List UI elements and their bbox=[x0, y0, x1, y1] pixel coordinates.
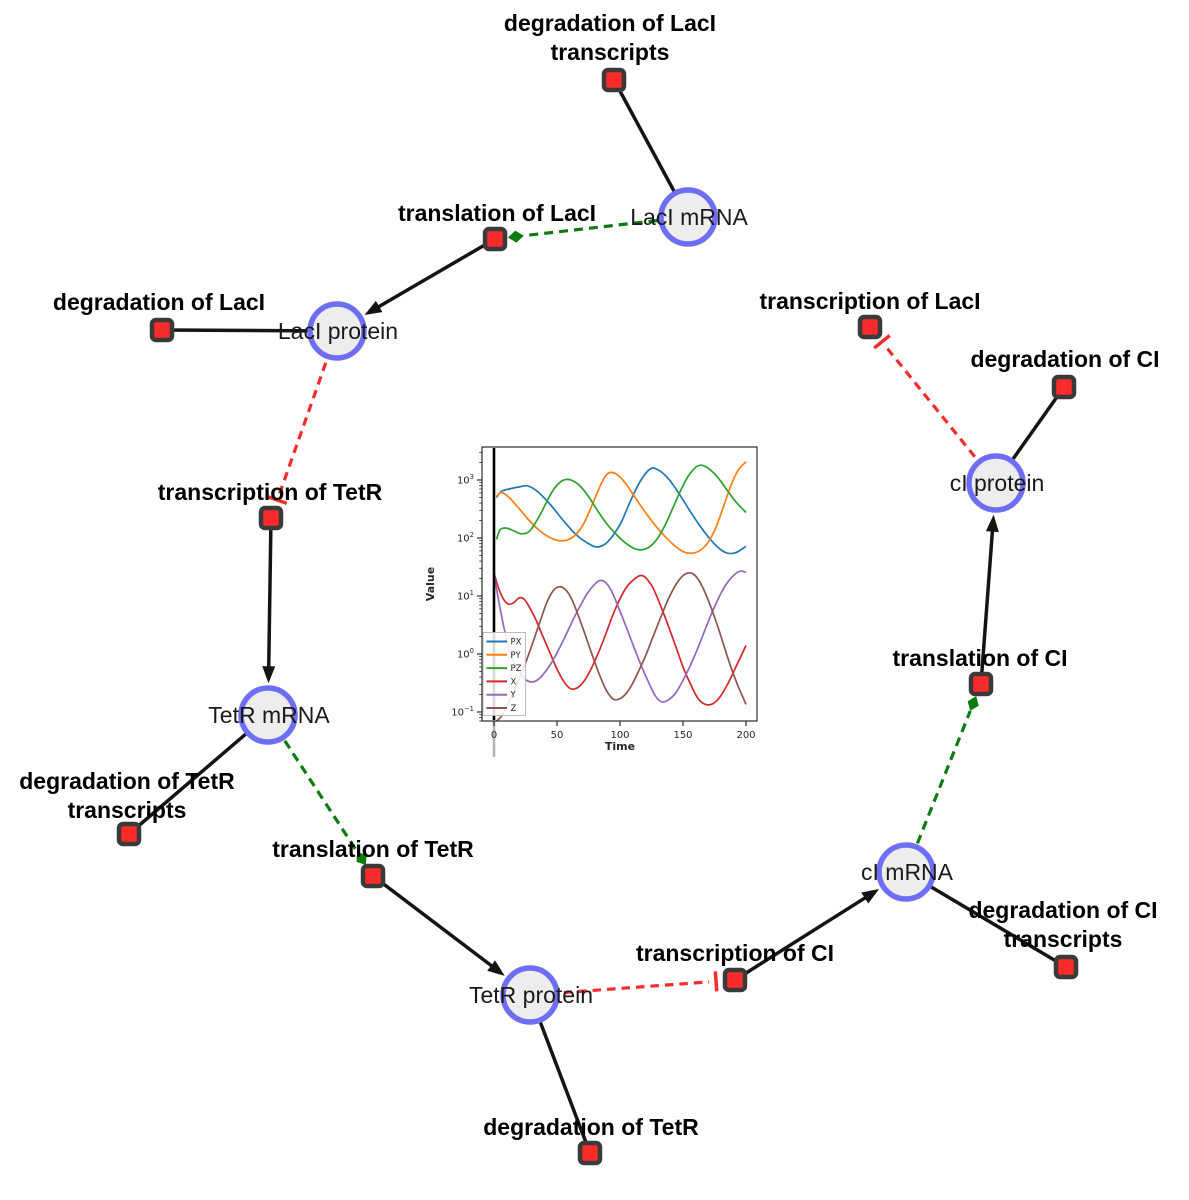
edge-translation_ci-ci_protein-production bbox=[979, 514, 999, 685]
edge-translation_tetr-tetr_protein-production bbox=[371, 874, 505, 976]
species-label-laci_mrna: LacI mRNA bbox=[630, 204, 748, 230]
y-tick-label: 10−1 bbox=[451, 705, 474, 719]
legend-label-X: X bbox=[511, 677, 517, 687]
species-label-ci_mrna: cI mRNA bbox=[861, 859, 954, 885]
arrowhead bbox=[487, 960, 505, 976]
edge-ci_protein-transcription_laci-inhibition bbox=[873, 334, 977, 458]
y-axis-label: Value bbox=[424, 567, 437, 601]
reaction-node-translation_tetr[interactable] bbox=[360, 863, 386, 889]
arrowhead bbox=[262, 666, 276, 684]
y-tick-label: 101 bbox=[457, 589, 474, 603]
edge-ci_mrna-translation_ci-modifier bbox=[915, 696, 979, 845]
reaction-label-deg_laci_transcripts: degradation of LacI bbox=[504, 10, 716, 36]
legend-label-Y: Y bbox=[510, 691, 517, 701]
edges-layer bbox=[127, 79, 1067, 1154]
arrowhead bbox=[861, 888, 880, 904]
chart-series-PX bbox=[495, 467, 747, 555]
reaction-label-transcription_ci: transcription of CI bbox=[636, 940, 834, 966]
reaction-node-transcription_ci[interactable] bbox=[722, 967, 748, 993]
reaction-label-deg_tetr: degradation of TetR bbox=[483, 1114, 699, 1140]
x-axis-label: Time bbox=[605, 740, 635, 753]
y-tick-label: 100 bbox=[457, 647, 474, 661]
labels-layer: degradation of LacI transcripts translatio… bbox=[19, 10, 1159, 1140]
reaction-label-transcription_laci: transcription of LacI bbox=[759, 288, 980, 314]
reaction-node-deg_tetr[interactable] bbox=[577, 1140, 603, 1166]
species-node-tetr_protein[interactable] bbox=[500, 965, 560, 1025]
edge-transcription_ci-ci_mrna-production bbox=[734, 888, 880, 982]
species-node-ci_protein[interactable] bbox=[966, 453, 1026, 513]
reaction-node-deg_ci_transcripts[interactable] bbox=[1053, 954, 1079, 980]
y-tick-label: 102 bbox=[457, 531, 474, 545]
reaction-node-translation_ci[interactable] bbox=[968, 671, 994, 697]
modifier-diamond-head bbox=[967, 696, 979, 711]
x-tick-label: 150 bbox=[673, 730, 692, 741]
reaction-label-deg_tetr_transcripts: degradation of TetR bbox=[19, 768, 235, 794]
species-node-laci_protein[interactable] bbox=[307, 301, 367, 361]
reaction-label-deg_laci_transcripts: transcripts bbox=[551, 39, 670, 65]
edge-laci_mrna-translation_laci-modifier bbox=[507, 218, 658, 243]
chart-series-Z bbox=[495, 571, 747, 721]
reaction-node-deg_tetr_transcripts[interactable] bbox=[116, 821, 142, 847]
species-node-tetr_mrna[interactable] bbox=[238, 685, 298, 745]
edge-translation_laci-laci_protein-production bbox=[364, 237, 496, 316]
edge-laci_protein-transcription_tetr-inhibition bbox=[267, 362, 328, 506]
x-tick-label: 100 bbox=[610, 730, 629, 741]
species-node-laci_mrna[interactable] bbox=[658, 187, 718, 247]
species-label-tetr_mrna: TetR mRNA bbox=[208, 702, 330, 728]
arrowhead bbox=[985, 514, 999, 533]
reaction-label-deg_ci: degradation of CI bbox=[970, 346, 1159, 372]
legend-label-PY: PY bbox=[511, 651, 522, 661]
reaction-node-transcription_laci[interactable] bbox=[857, 314, 883, 340]
edge-tetr_protein-transcription_ci-inhibition bbox=[563, 971, 719, 995]
chart-series-PZ bbox=[495, 464, 747, 551]
y-tick-label: 103 bbox=[457, 473, 474, 487]
inhibition-tbar bbox=[873, 334, 891, 350]
chart-legend: PX PY PZ XYZ bbox=[482, 632, 526, 716]
edge-ci_mrna-deg_ci_transcripts-line bbox=[905, 870, 1067, 969]
reaction-label-transcription_tetr: transcription of TetR bbox=[158, 479, 383, 505]
chart-series-PY bbox=[495, 461, 747, 555]
reaction-label-deg_laci: degradation of LacI bbox=[53, 289, 265, 315]
species-label-ci_protein: cI protein bbox=[950, 470, 1045, 496]
reaction-node-translation_laci[interactable] bbox=[482, 226, 508, 252]
reaction-label-deg_tetr_transcripts: transcripts bbox=[68, 797, 187, 823]
chart-series-X bbox=[493, 572, 747, 706]
reaction-node-transcription_tetr[interactable] bbox=[258, 505, 284, 531]
species-label-tetr_protein: TetR protein bbox=[469, 982, 593, 1008]
reaction-label-translation_laci: translation of LacI bbox=[398, 200, 596, 226]
modifier-diamond-head bbox=[356, 851, 367, 866]
reaction-node-deg_laci_transcripts[interactable] bbox=[601, 67, 627, 93]
legend-label-PZ: PZ bbox=[511, 664, 522, 674]
reaction-label-deg_ci_transcripts: transcripts bbox=[1004, 926, 1123, 952]
modifier-diamond-head bbox=[507, 230, 524, 243]
x-tick-label: 0 bbox=[491, 730, 497, 741]
legend-label-Z: Z bbox=[511, 704, 517, 714]
legend-label-PX: PX bbox=[511, 638, 522, 648]
reaction-label-deg_ci_transcripts: degradation of CI bbox=[968, 897, 1157, 923]
x-tick-label: 50 bbox=[551, 730, 564, 741]
edge-tetr_mrna-translation_tetr-modifier bbox=[283, 739, 367, 866]
species-node-ci_mrna[interactable] bbox=[876, 842, 936, 902]
reaction-node-deg_ci[interactable] bbox=[1051, 374, 1077, 400]
inhibition-tbar bbox=[713, 971, 719, 992]
species-label-laci_protein: LacI protein bbox=[278, 318, 398, 344]
inhibition-tbar bbox=[267, 495, 288, 506]
nodes-layer bbox=[116, 67, 1079, 1166]
edge-tetr_mrna-deg_tetr_transcripts-line bbox=[127, 713, 270, 836]
reaction-label-translation_tetr: translation of TetR bbox=[272, 836, 474, 862]
arrowhead bbox=[364, 300, 383, 316]
edge-transcription_tetr-tetr_mrna-production bbox=[262, 517, 276, 684]
reaction-node-deg_laci[interactable] bbox=[149, 317, 175, 343]
x-tick-label: 200 bbox=[736, 730, 755, 741]
reaction-label-translation_ci: translation of CI bbox=[892, 645, 1067, 671]
